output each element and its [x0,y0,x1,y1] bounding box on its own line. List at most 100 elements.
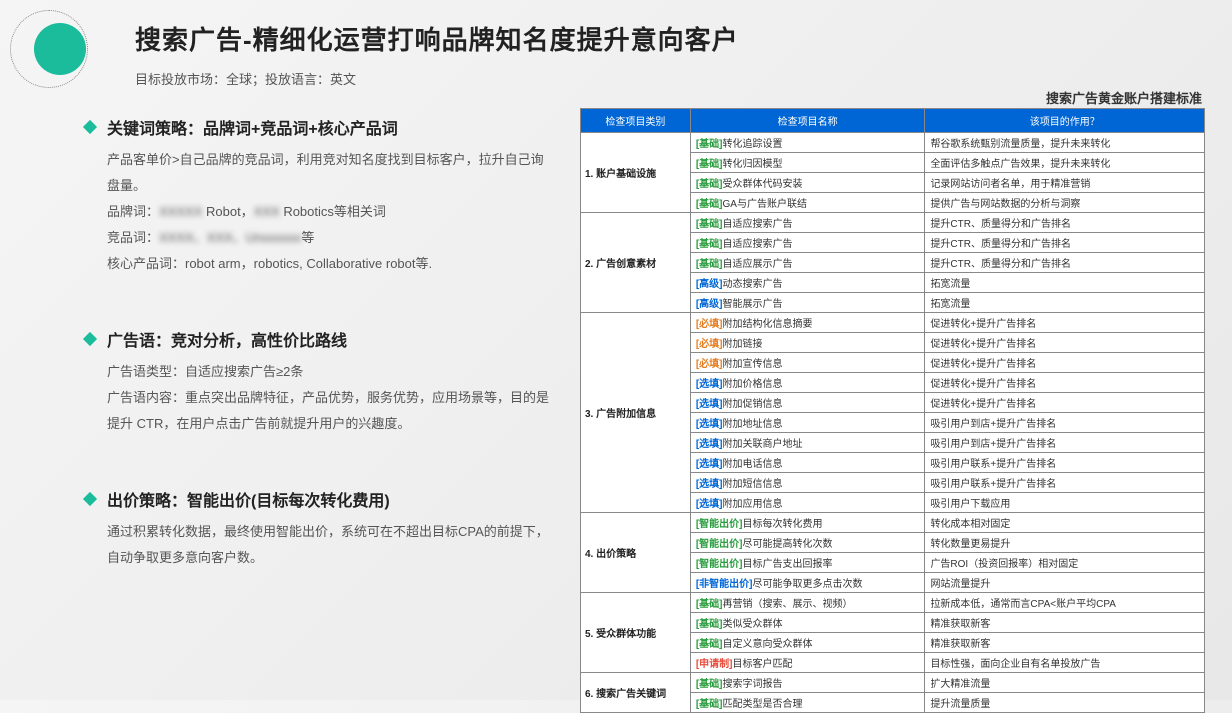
item-name-cell: [必填]附加宣传信息 [690,353,925,373]
item-name-cell: [基础]受众群体代码安装 [690,173,925,193]
tag-label: [申请制] [696,659,733,670]
item-name-cell: [选填]附加关联商户地址 [690,433,925,453]
section-0: 关键词策略：品牌词+竞品词+核心产品词产品客单价>自己品牌的竞品词，利用竞对知名… [85,115,555,277]
purpose-cell: 拉新成本低，通常而言CPA<账户平均CPA [925,593,1205,613]
category-cell: 5. 受众群体功能 [581,593,691,673]
page-subtitle: 目标投放市场：全球；投放语言：英文 [135,69,739,88]
item-name-cell: [选填]附加价格信息 [690,373,925,393]
table-row: 2. 广告创意素材[基础]自适应搜索广告提升CTR、质量得分和广告排名 [581,213,1205,233]
item-name-cell: [基础]GA与广告账户联结 [690,193,925,213]
checklist-table-wrap: 检查项目类别检查项目名称该项目的作用？1. 账户基础设施[基础]转化追踪设置帮谷… [580,108,1205,713]
tag-label: [必填] [696,319,723,330]
tag-label: [选填] [696,459,723,470]
tag-label: [选填] [696,499,723,510]
purpose-cell: 提升CTR、质量得分和广告排名 [925,233,1205,253]
table-row: 1. 账户基础设施[基础]转化追踪设置帮谷歌系统甄别流量质量，提升未来转化 [581,133,1205,153]
item-name-cell: [基础]转化归因模型 [690,153,925,173]
tag-label: [基础] [696,139,723,150]
tag-label: [基础] [696,599,723,610]
item-name-cell: [基础]自定义意向受众群体 [690,633,925,653]
purpose-cell: 精准获取新客 [925,633,1205,653]
tag-label: [智能出价] [696,559,743,570]
purpose-cell: 促进转化+提升广告排名 [925,313,1205,333]
purpose-cell: 精准获取新客 [925,613,1205,633]
tag-label: [高级] [696,279,723,290]
section-2: 出价策略：智能出价(目标每次转化费用)通过积累转化数据，最终使用智能出价，系统可… [85,487,555,571]
section-head: 广告语：竞对分析，高性价比路线 [85,327,555,351]
purpose-cell: 提升CTR、质量得分和广告排名 [925,253,1205,273]
tag-label: [基础] [696,259,723,270]
tag-label: [非智能出价] [696,579,753,590]
item-name-cell: [基础]类似受众群体 [690,613,925,633]
header: 搜索广告-精细化运营打响品牌知名度提升意向客户 目标投放市场：全球；投放语言：英… [135,20,739,88]
tag-label: [基础] [696,199,723,210]
tag-label: [基础] [696,179,723,190]
item-name-cell: [必填]附加链接 [690,333,925,353]
item-name-cell: [非智能出价]尽可能争取更多点击次数 [690,573,925,593]
section-1: 广告语：竞对分析，高性价比路线广告语类型：自适应搜索广告≥2条广告语内容：重点突… [85,327,555,437]
table-row: 5. 受众群体功能[基础]再营销（搜索、展示、视频）拉新成本低，通常而言CPA<… [581,593,1205,613]
table-row: 3. 广告附加信息[必填]附加结构化信息摘要促进转化+提升广告排名 [581,313,1205,333]
purpose-cell: 提升流量质量 [925,693,1205,713]
item-name-cell: [智能出价]尽可能提高转化次数 [690,533,925,553]
purpose-cell: 促进转化+提升广告排名 [925,393,1205,413]
section-title: 关键词策略：品牌词+竞品词+核心产品词 [107,115,398,139]
diamond-icon [83,492,97,506]
tag-label: [基础] [696,239,723,250]
category-cell: 2. 广告创意素材 [581,213,691,313]
table-caption: 搜索广告黄金账户搭建标准 [1046,88,1202,107]
purpose-cell: 吸引用户到店+提升广告排名 [925,433,1205,453]
section-title: 广告语：竞对分析，高性价比路线 [107,327,347,351]
category-cell: 1. 账户基础设施 [581,133,691,213]
item-name-cell: [选填]附加促销信息 [690,393,925,413]
tag-label: [基础] [696,639,723,650]
item-name-cell: [基础]转化追踪设置 [690,133,925,153]
section-body: 广告语类型：自适应搜索广告≥2条广告语内容：重点突出品牌特征，产品优势，服务优势… [107,359,555,437]
tag-label: [选填] [696,479,723,490]
tag-label: [高级] [696,299,723,310]
purpose-cell: 拓宽流量 [925,293,1205,313]
purpose-cell: 促进转化+提升广告排名 [925,353,1205,373]
item-name-cell: [选填]附加电话信息 [690,453,925,473]
item-name-cell: [申请制]目标客户匹配 [690,653,925,673]
tag-label: [基础] [696,679,723,690]
tag-label: [基础] [696,619,723,630]
purpose-cell: 记录网站访问者名单，用于精准营销 [925,173,1205,193]
item-name-cell: [智能出价]目标每次转化费用 [690,513,925,533]
item-name-cell: [基础]搜索字词报告 [690,673,925,693]
teal-circle [34,23,86,75]
table-row: 4. 出价策略[智能出价]目标每次转化费用转化成本相对固定 [581,513,1205,533]
purpose-cell: 帮谷歌系统甄别流量质量，提升未来转化 [925,133,1205,153]
tag-label: [选填] [696,379,723,390]
purpose-cell: 提供广告与网站数据的分析与洞察 [925,193,1205,213]
purpose-cell: 网站流量提升 [925,573,1205,593]
item-name-cell: [必填]附加结构化信息摘要 [690,313,925,333]
item-name-cell: [基础]自适应搜索广告 [690,233,925,253]
section-body: 通过积累转化数据，最终使用智能出价，系统可在不超出目标CPA的前提下，自动争取更… [107,519,555,571]
purpose-cell: 广告ROI（投资回报率）相对固定 [925,553,1205,573]
tag-label: [基础] [696,159,723,170]
category-cell: 6. 搜索广告关键词 [581,673,691,713]
checklist-table: 检查项目类别检查项目名称该项目的作用？1. 账户基础设施[基础]转化追踪设置帮谷… [580,108,1205,713]
tag-label: [智能出价] [696,539,743,550]
purpose-cell: 提升CTR、质量得分和广告排名 [925,213,1205,233]
purpose-cell: 扩大精准流量 [925,673,1205,693]
tag-label: [必填] [696,359,723,370]
table-header: 检查项目名称 [690,109,925,133]
section-head: 关键词策略：品牌词+竞品词+核心产品词 [85,115,555,139]
item-name-cell: [选填]附加地址信息 [690,413,925,433]
item-name-cell: [选填]附加短信信息 [690,473,925,493]
decoration-circles [10,10,90,90]
purpose-cell: 吸引用户下载应用 [925,493,1205,513]
tag-label: [选填] [696,439,723,450]
purpose-cell: 吸引用户联系+提升广告排名 [925,473,1205,493]
diamond-icon [83,332,97,346]
tag-label: [基础] [696,699,723,710]
purpose-cell: 全面评估多触点广告效果，提升未来转化 [925,153,1205,173]
purpose-cell: 目标性强，面向企业自有名单投放广告 [925,653,1205,673]
item-name-cell: [高级]智能展示广告 [690,293,925,313]
tag-label: [基础] [696,219,723,230]
category-cell: 4. 出价策略 [581,513,691,593]
purpose-cell: 转化成本相对固定 [925,513,1205,533]
purpose-cell: 促进转化+提升广告排名 [925,333,1205,353]
